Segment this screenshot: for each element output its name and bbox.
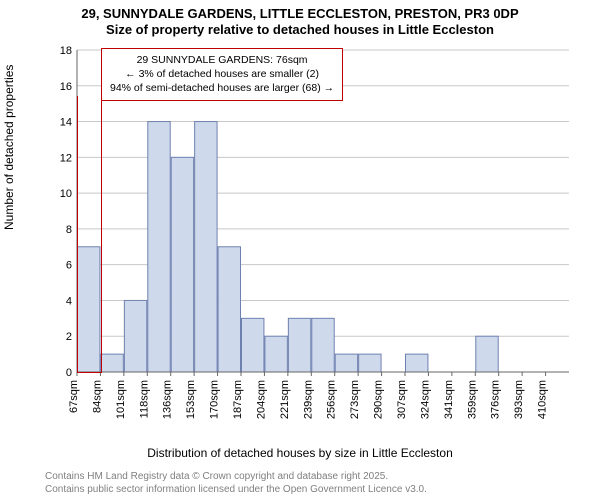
footer-line-2: Contains public sector information licen…	[45, 484, 427, 497]
svg-text:170sqm: 170sqm	[209, 380, 221, 419]
svg-text:393sqm: 393sqm	[513, 380, 525, 419]
svg-text:101sqm: 101sqm	[115, 380, 127, 419]
title-line-2: Size of property relative to detached ho…	[0, 22, 600, 38]
y-axis-label: Number of detached properties	[2, 65, 16, 230]
svg-text:4: 4	[66, 295, 72, 307]
histogram-svg: 0 2 4 6 8 10 12 14 16 18 67sqm 84sqm 101sqm 118sqm 136…	[55, 46, 575, 420]
svg-text:14: 14	[60, 117, 72, 129]
svg-text:221sqm: 221sqm	[279, 380, 291, 419]
svg-text:67sqm: 67sqm	[68, 380, 80, 413]
svg-text:153sqm: 153sqm	[185, 380, 197, 419]
annotation-box: 29 SUNNYDALE GARDENS: 76sqm ← 3% of deta…	[101, 48, 343, 101]
svg-text:290sqm: 290sqm	[373, 380, 385, 419]
chart-footer: Contains HM Land Registry data © Crown c…	[45, 471, 427, 496]
annot-line-2: ← 3% of detached houses are smaller (2)	[110, 67, 334, 81]
x-axis-label: Distribution of detached houses by size …	[0, 446, 600, 460]
svg-text:324sqm: 324sqm	[419, 380, 431, 419]
svg-text:84sqm: 84sqm	[91, 380, 103, 413]
svg-text:376sqm: 376sqm	[490, 380, 502, 419]
svg-text:256sqm: 256sqm	[326, 380, 338, 419]
svg-text:12: 12	[60, 152, 72, 164]
annot-line-1: 29 SUNNYDALE GARDENS: 76sqm	[110, 53, 334, 67]
svg-text:118sqm: 118sqm	[138, 380, 150, 418]
svg-text:6: 6	[66, 260, 72, 272]
svg-text:239sqm: 239sqm	[302, 380, 314, 419]
svg-text:136sqm: 136sqm	[162, 380, 174, 419]
svg-text:18: 18	[60, 46, 72, 57]
svg-text:187sqm: 187sqm	[232, 380, 244, 419]
svg-text:307sqm: 307sqm	[396, 380, 408, 419]
svg-text:410sqm: 410sqm	[537, 380, 549, 419]
svg-text:273sqm: 273sqm	[349, 380, 361, 419]
title-line-1: 29, SUNNYDALE GARDENS, LITTLE ECCLESTON,…	[0, 6, 600, 22]
svg-text:0: 0	[66, 367, 72, 379]
svg-text:341sqm: 341sqm	[443, 380, 455, 419]
chart-plot-area: 0 2 4 6 8 10 12 14 16 18 67sqm 84sqm 101sqm 118sqm 136…	[55, 46, 575, 420]
svg-text:16: 16	[60, 81, 72, 93]
footer-line-1: Contains HM Land Registry data © Crown c…	[45, 471, 427, 484]
svg-text:359sqm: 359sqm	[466, 380, 478, 419]
svg-text:8: 8	[66, 224, 72, 236]
svg-text:2: 2	[66, 331, 72, 343]
svg-text:204sqm: 204sqm	[255, 380, 267, 419]
highlight-column	[77, 96, 102, 373]
annot-line-3: 94% of semi-detached houses are larger (…	[110, 81, 334, 95]
chart-title: 29, SUNNYDALE GARDENS, LITTLE ECCLESTON,…	[0, 0, 600, 39]
svg-text:10: 10	[60, 188, 72, 200]
